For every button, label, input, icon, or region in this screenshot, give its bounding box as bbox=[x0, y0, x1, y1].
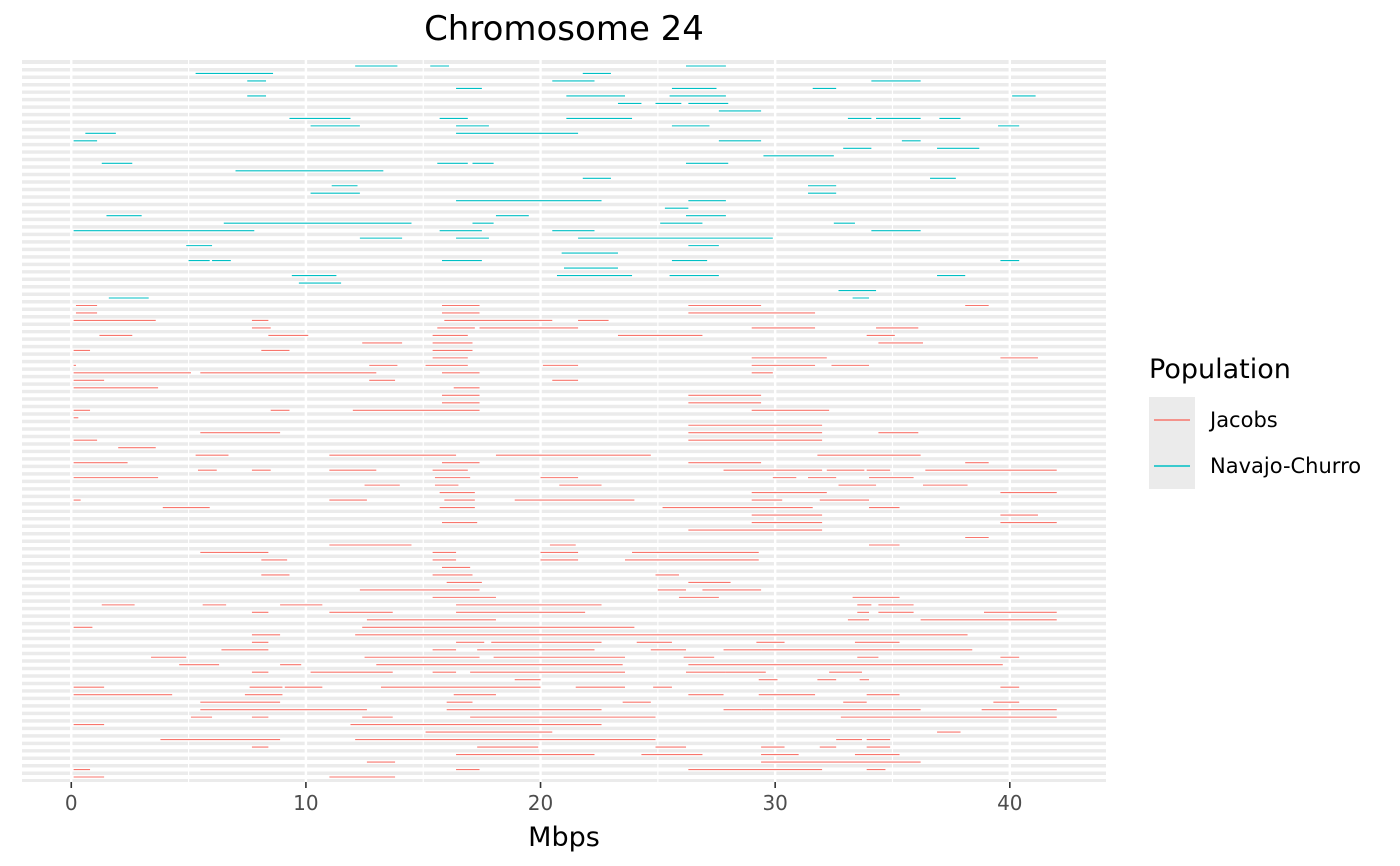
legend-label: Navajo-Churro bbox=[1210, 454, 1361, 478]
series-layer bbox=[73, 65, 1057, 778]
x-tick-label: 10 bbox=[293, 791, 318, 815]
x-axis: 0 10 20 30 40 bbox=[65, 782, 1023, 815]
chart-title: Chromosome 24 bbox=[424, 9, 704, 49]
x-tick-label: 30 bbox=[762, 791, 787, 815]
series-jacobs bbox=[73, 304, 1057, 778]
legend-label: Jacobs bbox=[1208, 408, 1278, 432]
legend-title: Population bbox=[1149, 354, 1291, 385]
series-navajo-churro bbox=[73, 65, 1036, 299]
x-tick-label: 0 bbox=[65, 791, 78, 815]
legend: Population Jacobs Navajo-Churro bbox=[1149, 354, 1361, 489]
legend-entries: Jacobs Navajo-Churro bbox=[1149, 397, 1361, 489]
x-tick-label: 40 bbox=[997, 791, 1022, 815]
plot-panel bbox=[22, 60, 1106, 782]
panel-background bbox=[22, 60, 1106, 782]
x-axis-title: Mbps bbox=[528, 822, 600, 853]
x-tick-label: 20 bbox=[528, 791, 553, 815]
